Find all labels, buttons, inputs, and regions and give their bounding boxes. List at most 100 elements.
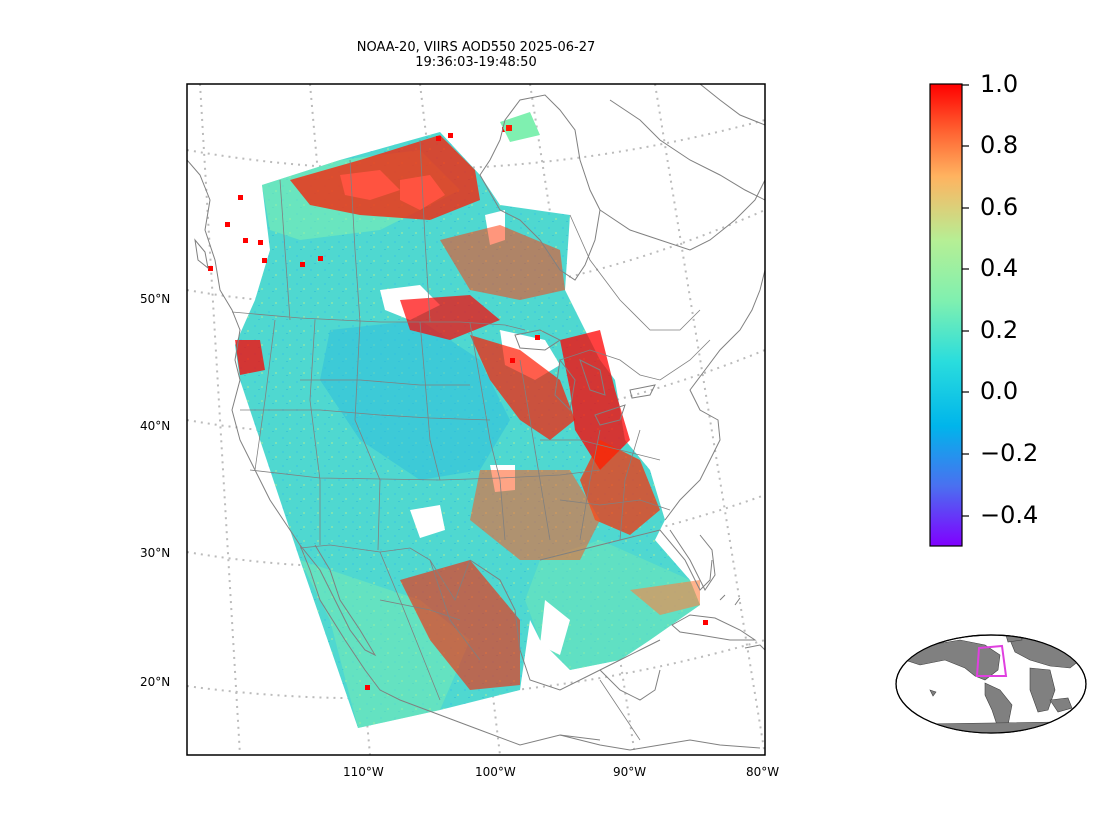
state-line-12 [579,429,601,541]
state-line-2 [309,319,321,545]
coast-cuba [671,614,757,641]
plume-pacific-nw [235,340,265,375]
lat-label-20: 20°N [140,675,171,689]
smoke-plumes [235,135,700,690]
coast-hispaniola [744,644,765,651]
mexico-state-line-2 [429,559,481,661]
lake-michigan [554,358,576,412]
aod-swath [208,112,708,728]
swath-region-mexico [300,560,470,728]
land-africa [1029,667,1056,713]
state-line-3 [354,321,381,551]
coast-gulf-west [469,559,661,691]
lake-ontario [629,384,656,399]
plume-mexico [400,560,520,690]
plume-canada-central [440,225,565,300]
state-line-6 [240,409,491,421]
lake-erie [594,404,626,426]
lon-label-100w: 100°W [475,765,516,779]
lon-label-90w: 90°W [613,765,647,779]
state-line-11 [559,499,671,511]
gridline-lon-120 [199,84,241,755]
plume-prairies [400,295,500,340]
colorbar-gradient [929,83,963,547]
title-line-2: 19:36:03-19:48:50 [415,55,537,70]
province-line-4 [569,214,701,331]
province-line-1 [279,179,291,321]
coastlines [187,84,765,751]
lat-label-40: 40°N [140,419,171,433]
state-line-1 [254,319,276,471]
colorbar-label-0-8: 0.8 [980,131,1019,159]
coast-atlantic [664,269,765,521]
map-frame [186,83,766,756]
lon-label-80w: 80°W [746,765,780,779]
border-us-mexico [299,544,471,601]
plume-upper-midwest [470,335,575,440]
plume-northeast [580,440,660,535]
colorbar-label-0-0: 0.0 [980,377,1019,405]
coast-gulf-north [539,529,713,591]
land-australia [1049,697,1073,713]
state-line-5 [469,322,506,541]
coast-baja [299,544,377,657]
pixel-baffin [506,125,512,131]
plume-southeast [470,470,600,560]
lon-label-110w: 110°W [343,765,384,779]
border-central-america [599,679,641,741]
coast-baffin [609,99,765,201]
inset-globe [895,634,1087,734]
plume-canada-north [290,135,480,220]
state-line-8 [519,359,551,541]
inset-region-box [975,644,1008,677]
lake-superior [514,329,561,351]
colorbar-label-1-0: 1.0 [980,70,1019,98]
colorbar-label-neg-0-4: −0.4 [980,501,1039,529]
province-line-2 [349,159,361,323]
gap-yucatan-channel [540,600,570,655]
state-line-10 [540,439,661,461]
gridline-lon-80 [654,84,765,755]
scattered-pixels [208,127,708,690]
lat-label-50: 50°N [140,292,171,306]
coast-central-america [559,734,761,751]
gridline-lon-90 [529,84,636,755]
title-line-1: NOAA-20, VIIRS AOD550 2025-06-27 [356,40,596,55]
border-us-canada-east [559,339,711,381]
coast-pacific [187,159,601,746]
land-islands [929,689,937,697]
colorbar [929,83,969,547]
state-line-9 [300,379,470,386]
plume-great-lakes [560,330,630,470]
colorbar-label-0-6: 0.6 [980,193,1019,221]
coast-hudson-bay [479,94,601,281]
mexico-state-line-3 [379,599,461,621]
coast-yucatan [599,669,661,701]
colorbar-label-0-2: 0.2 [980,316,1019,344]
plot-title: NOAA-20, VIIRS AOD550 2025-06-27 19:36:0… [186,40,766,70]
gap-texas [410,505,445,538]
swath-region-gulf [525,540,700,670]
coast-bahamas [719,594,741,606]
state-line-4 [419,321,441,481]
lat-label-30: 30°N [140,546,171,560]
mexico-state-line-1 [379,551,441,701]
swath-region-plains [320,320,510,480]
lake-huron [579,359,606,396]
gridline-lat-60 [187,119,765,171]
political-borders [231,139,711,741]
coast-greenland [699,84,765,126]
swath-baffin [500,112,540,142]
province-line-3 [419,139,431,323]
state-line-7 [249,469,601,481]
coast-vancouver-island [194,238,209,270]
colorbar-label-0-4: 0.4 [980,254,1019,282]
coast-labrador [599,179,765,251]
coast-florida [669,529,716,591]
map-panel [186,83,766,756]
colorbar-label-neg-0-2: −0.2 [980,439,1039,467]
plume-florida [630,580,700,615]
colorbar-ticks [962,84,969,517]
state-line-13 [619,429,641,541]
